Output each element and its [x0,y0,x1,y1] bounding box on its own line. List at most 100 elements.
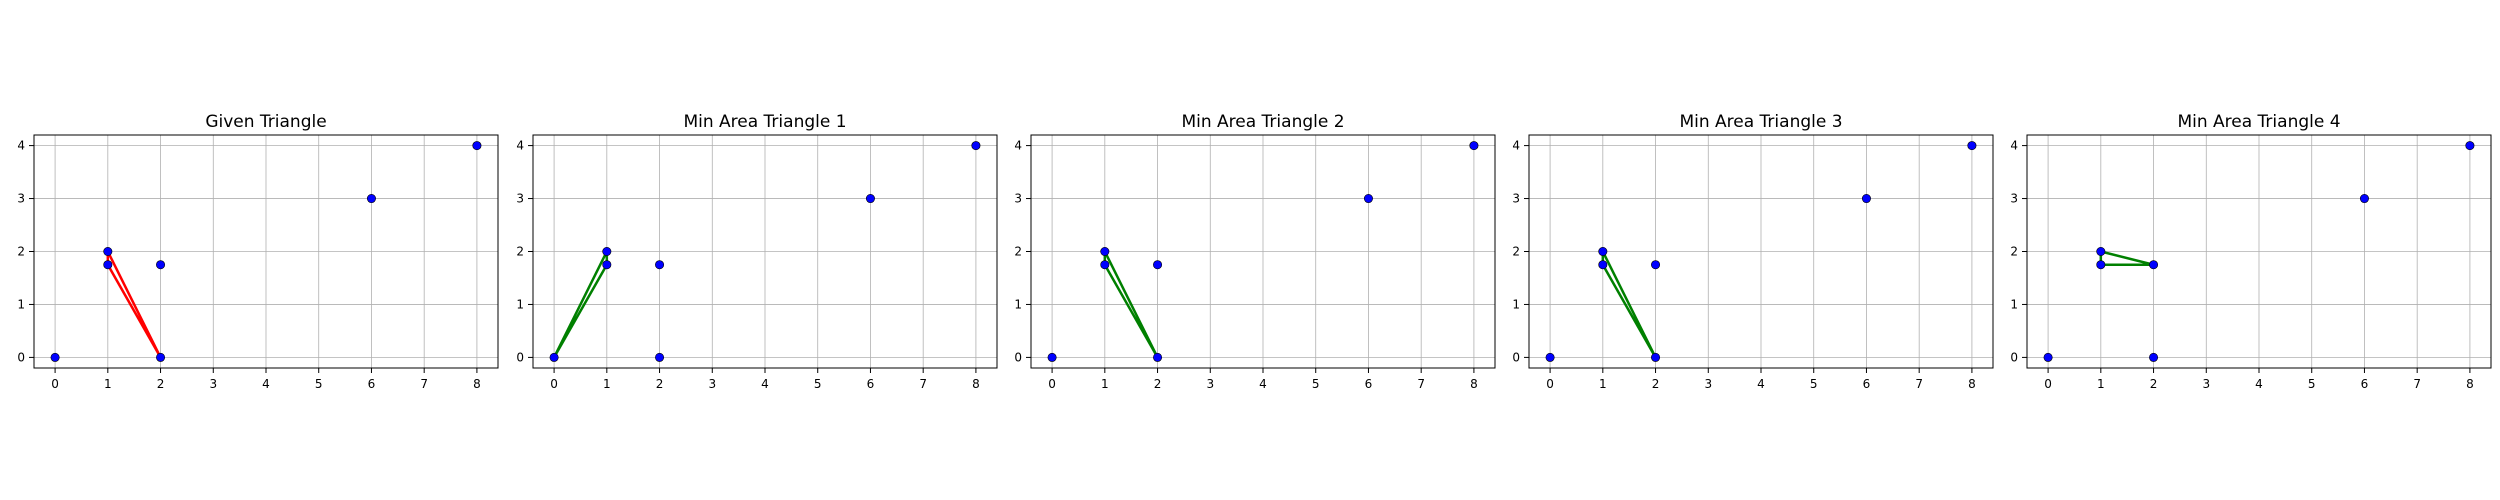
y-tick-label: 2 [1014,245,1022,259]
data-point [366,194,376,204]
data-point [1651,352,1661,362]
y-tick-label: 2 [516,245,524,259]
x-tick-label: 4 [2255,377,2263,391]
x-tick-label: 7 [2413,377,2421,391]
x-tick-label: 6 [1863,377,1871,391]
y-tick-label: 3 [516,192,524,206]
triangle-outline [106,250,162,359]
data-point [1363,194,1373,204]
x-tick-label: 2 [157,377,165,391]
chart-panel-4: 0 1 2 3 4 5 6 7 8 0 1 2 3 4 Min Area Triangle 3 [1512,112,1994,391]
x-tick-label: 4 [262,377,270,391]
y-tick-label: 3 [1014,192,1022,206]
data-point [1153,352,1163,362]
y-tick-label: 3 [17,192,25,206]
y-tick-label: 0 [17,350,25,364]
x-tick-label: 1 [1599,377,1607,391]
y-tick-label: 4 [516,139,524,153]
x-tick-label: 0 [1048,377,1056,391]
data-point [1153,260,1163,270]
chart-title: Min Area Triangle 1 [683,112,846,132]
x-tick-label: 3 [1206,377,1214,391]
x-tick-label: 2 [1154,377,1162,391]
data-point [1861,194,1871,204]
data-point [2096,260,2106,270]
chart-title: Min Area Triangle 3 [1679,112,1842,132]
data-point [1967,141,1977,151]
triangle-outline [552,250,609,359]
data-point [971,141,981,151]
chart-panel-2: 0 1 2 3 4 5 6 7 8 0 1 2 3 4 Min Area Triangle 1 [516,112,998,391]
x-tick-label: 6 [2361,377,2369,391]
y-tick-label: 4 [1512,139,1520,153]
y-tick-label: 4 [2010,139,2018,153]
data-point [1469,141,1479,151]
x-tick-label: 3 [708,377,716,391]
x-tick-label: 7 [1915,377,1923,391]
triangle-outline [2099,250,2155,266]
data-point [549,352,559,362]
y-tick-label: 0 [1014,350,1022,364]
y-tick-label: 0 [516,350,524,364]
x-tick-label: 8 [1968,377,1976,391]
data-point [655,260,665,270]
data-point [156,352,166,362]
data-point [103,247,113,257]
y-tick-label: 0 [1512,350,1520,364]
x-tick-label: 0 [550,377,558,391]
x-tick-label: 0 [1546,377,1554,391]
data-point [655,352,665,362]
y-tick-label: 4 [17,139,25,153]
x-tick-label: 2 [2150,377,2158,391]
data-point [50,352,60,362]
x-tick-label: 0 [51,377,59,391]
x-tick-label: 7 [919,377,927,391]
x-tick-label: 6 [867,377,875,391]
chart-title: Min Area Triangle 2 [1181,112,1344,132]
data-point [602,260,612,270]
x-tick-label: 5 [814,377,822,391]
data-point [1651,260,1661,270]
data-point [1598,260,1608,270]
data-point [156,260,166,270]
x-tick-label: 7 [420,377,428,391]
x-tick-label: 3 [2202,377,2210,391]
data-point [1047,352,1057,362]
x-tick-label: 2 [656,377,664,391]
y-tick-label: 3 [2010,192,2018,206]
y-tick-label: 2 [2010,245,2018,259]
y-tick-label: 0 [2010,350,2018,364]
x-tick-label: 4 [1259,377,1267,391]
chart-panel-5: 0 1 2 3 4 5 6 7 8 0 1 2 3 4 Min Area Triangle 4 [2010,112,2492,391]
chart-panel-3: 0 1 2 3 4 5 6 7 8 0 1 2 3 4 Min Area Triangle 2 [1014,112,1496,391]
data-point [2043,352,2053,362]
y-tick-label: 2 [17,245,25,259]
data-point [2096,247,2106,257]
data-point [2149,260,2159,270]
x-tick-label: 0 [2044,377,2052,391]
y-tick-label: 1 [17,297,25,311]
x-tick-label: 1 [1101,377,1109,391]
data-point [1545,352,1555,362]
x-tick-label: 1 [104,377,112,391]
x-tick-label: 8 [1470,377,1478,391]
x-tick-label: 6 [1365,377,1373,391]
data-point [1100,260,1110,270]
triangle-outline [1103,250,1159,359]
y-tick-label: 1 [1014,297,1022,311]
x-tick-label: 5 [2308,377,2316,391]
data-point [865,194,875,204]
x-tick-label: 6 [368,377,376,391]
y-tick-label: 2 [1512,245,1520,259]
x-tick-label: 3 [209,377,217,391]
x-tick-label: 3 [1704,377,1712,391]
data-point [602,247,612,257]
x-tick-label: 4 [1757,377,1765,391]
chart-title: Given Triangle [205,112,326,132]
y-tick-label: 3 [1512,192,1520,206]
data-point [2359,194,2369,204]
x-tick-label: 8 [972,377,980,391]
x-tick-label: 5 [1810,377,1818,391]
chart-title: Min Area Triangle 4 [2177,112,2340,132]
